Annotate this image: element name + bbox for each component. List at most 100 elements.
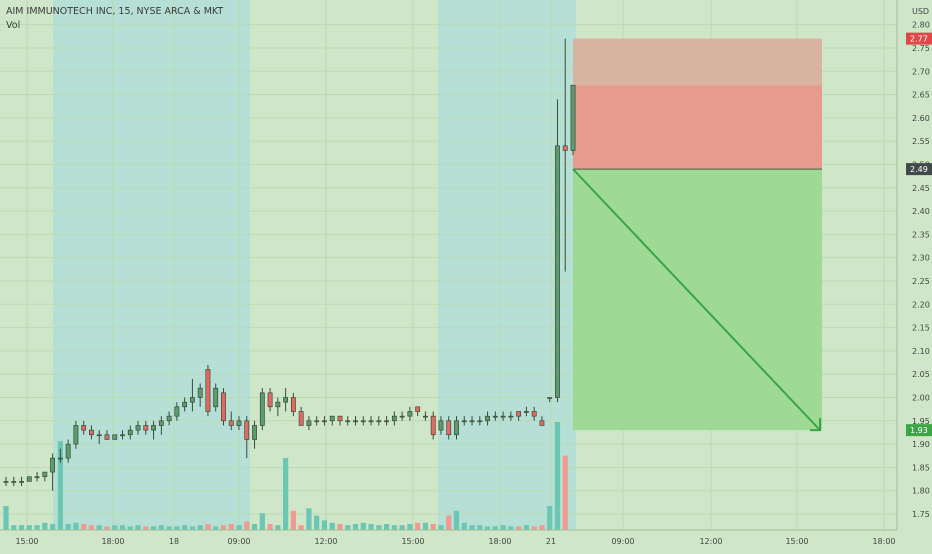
- candle-body: [423, 415, 428, 418]
- volume-bar: [127, 526, 133, 530]
- stop-loss-zone: [573, 85, 822, 170]
- time-tick-label: 21: [546, 537, 556, 546]
- candle-body: [158, 420, 164, 426]
- candle-body: [438, 420, 444, 431]
- volume-bar: [166, 526, 172, 530]
- volume-bar: [275, 525, 281, 530]
- candle-body: [166, 415, 172, 422]
- candle-body: [190, 397, 195, 403]
- candle-body: [11, 481, 17, 483]
- volume-bar: [383, 524, 390, 530]
- arrow-head-icon: [810, 418, 821, 432]
- volume-bar: [422, 522, 429, 530]
- price-axis[interactable]: USD 1.75 1.80 1.85 1.90 1.95 2.00 2.05 2.10 2.15 2…: [896, 0, 932, 550]
- volume-bar: [399, 525, 405, 530]
- candle-body: [485, 415, 490, 422]
- candle-body: [523, 411, 529, 413]
- volume-bar: [298, 525, 304, 530]
- volume-bar: [337, 524, 343, 530]
- time-axis-background: [0, 530, 932, 550]
- volume-bar: [81, 524, 87, 530]
- price-axis-background: [897, 0, 932, 550]
- candle-body: [19, 481, 24, 483]
- candle-body: [531, 411, 537, 417]
- volume-bar: [96, 525, 102, 530]
- time-tick-label: 09:00: [611, 537, 634, 546]
- time-axis[interactable]: 15:00 18:00 18 09:00 12:00 15:00 18:00 21 09:00 1…: [0, 529, 932, 550]
- stop-zone-upper: [573, 38, 822, 86]
- candle-body: [197, 387, 203, 398]
- candle-body: [407, 411, 413, 417]
- volume-bar: [523, 525, 529, 530]
- candle-body: [57, 457, 63, 460]
- session-highlight: [438, 0, 576, 530]
- candle-body: [275, 401, 281, 408]
- price-tick-label: 2.45: [912, 184, 930, 193]
- volume-bar: [368, 524, 374, 530]
- candle-body: [391, 415, 397, 422]
- volume-bar: [220, 525, 227, 530]
- candle-body: [290, 397, 296, 412]
- candle-body: [516, 411, 522, 417]
- volume-bar: [244, 521, 250, 530]
- price-tick-label: 2.40: [912, 207, 930, 216]
- volume-bar: [562, 455, 568, 530]
- volume-bar: [438, 525, 444, 530]
- candle-body: [454, 420, 459, 436]
- volume-bar: [391, 525, 397, 530]
- volume-bar: [213, 526, 219, 530]
- time-tick-label: 12:00: [699, 537, 722, 546]
- volume-bar: [430, 524, 436, 530]
- short-position-tool[interactable]: [572, 38, 822, 432]
- volume-bar: [453, 510, 460, 530]
- currency-label: USD: [912, 7, 929, 16]
- candles-layer: [3, 38, 576, 491]
- price-tick-label: 2.65: [912, 91, 930, 100]
- candle-body: [570, 84, 576, 151]
- candle-body: [34, 476, 40, 479]
- price-tick-label: 2.05: [912, 370, 930, 379]
- candle-body: [244, 420, 250, 440]
- candle-body: [329, 415, 335, 422]
- volume-bar: [57, 441, 63, 530]
- volume-bar: [236, 525, 242, 530]
- price-tick-label: 2.00: [912, 394, 930, 403]
- volume-bar: [228, 524, 234, 530]
- candle-body: [267, 392, 273, 408]
- candle-body: [174, 406, 180, 417]
- candle-body: [228, 420, 234, 426]
- volume-bar: [50, 524, 56, 530]
- volume-bar: [352, 524, 359, 530]
- candle-body: [143, 425, 149, 431]
- volume-bar: [197, 525, 203, 530]
- volume-bar: [42, 522, 48, 530]
- candle-body: [415, 406, 421, 412]
- candle-body: [555, 145, 560, 398]
- session-highlight: [53, 0, 250, 530]
- volume-bar: [189, 526, 196, 530]
- candle-body: [508, 415, 514, 418]
- volume-bar: [329, 522, 335, 530]
- price-tick-label: 2.35: [912, 230, 930, 239]
- price-tick-label: 2.80: [912, 21, 930, 30]
- volume-bar: [158, 525, 164, 530]
- candle-body: [135, 425, 141, 431]
- volume-bar: [360, 522, 366, 530]
- candle-body: [151, 425, 156, 431]
- volume-bar: [259, 513, 265, 530]
- price-tick-label: 1.80: [912, 487, 930, 496]
- candle-body: [112, 434, 118, 440]
- candle-body: [539, 420, 545, 426]
- candle-body: [221, 392, 226, 422]
- price-badge-label: 1.93: [910, 426, 928, 435]
- price-badge-stop: [906, 32, 932, 45]
- trend-arrow-line: [572, 168, 821, 431]
- volume-bar: [18, 525, 25, 530]
- volume-bar: [477, 525, 483, 530]
- time-tick-label: 15:00: [785, 537, 808, 546]
- time-tick-label: 09:00: [227, 537, 250, 546]
- candle-body: [446, 420, 452, 436]
- volume-bar: [174, 526, 180, 530]
